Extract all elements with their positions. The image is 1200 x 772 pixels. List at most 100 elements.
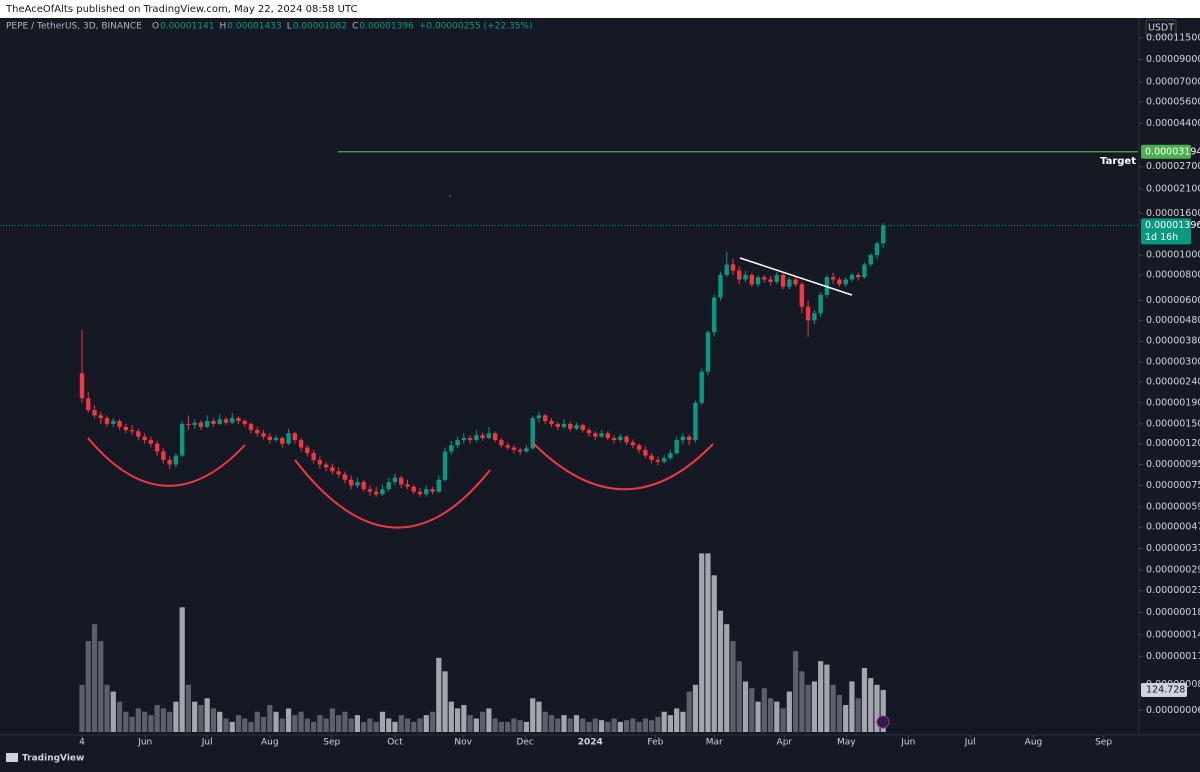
volume-bar (505, 721, 511, 732)
candle-body (117, 420, 122, 427)
candle-body (179, 423, 185, 456)
volume-bar (692, 684, 699, 732)
candle-body (762, 277, 767, 280)
volume-bar (448, 701, 454, 732)
candle-body (417, 491, 423, 495)
volume-bar (730, 641, 736, 732)
volume-bar (561, 715, 567, 732)
candle-body (818, 294, 823, 314)
volume-bar (461, 705, 467, 732)
y-tick-label: 0.00000095 (1146, 459, 1200, 470)
y-tick-label: 0.00004400 (1146, 118, 1200, 129)
volume-bar (123, 711, 129, 732)
y-tick-label: 0.00005600 (1146, 96, 1200, 107)
volume-bar (530, 698, 536, 732)
volume-bar (367, 718, 373, 732)
x-tick-label: Sep (1095, 738, 1112, 748)
volume-bar (480, 711, 486, 732)
volume-bar (655, 716, 661, 732)
volume-bar (354, 715, 361, 732)
candle-body (536, 415, 542, 419)
y-tick-label: 0.00000380 (1146, 336, 1200, 347)
trendline-drawing (739, 257, 853, 296)
volume-bar (104, 684, 110, 732)
candle-body (749, 274, 754, 285)
candle-body (192, 422, 197, 426)
candle-body (830, 277, 836, 280)
cup-drawing (87, 437, 246, 487)
volume-bar (348, 718, 354, 732)
candle-body (342, 474, 348, 480)
y-tick-label: 0.00000029 (1146, 565, 1200, 576)
header-bar (0, 0, 1200, 18)
candle-body (724, 264, 729, 275)
volume-bar (167, 711, 173, 732)
y-tick-label: 0.00001600 (1146, 208, 1200, 219)
logo: TradingView (6, 753, 84, 764)
cup-drawing (294, 459, 491, 529)
volume-bar (567, 718, 573, 732)
volume-bar (511, 718, 517, 732)
volume-bar (204, 698, 210, 732)
volume-bar (154, 705, 160, 732)
candle-body (142, 436, 147, 441)
last-price-label: 0.00001396 (1145, 220, 1200, 231)
candle-body (668, 453, 673, 459)
y-tick-label: 0.00000037 (1146, 543, 1200, 554)
volume-label-box (1141, 682, 1187, 697)
candle-body (549, 420, 554, 424)
volume-bar (849, 681, 855, 732)
candle-body (580, 425, 585, 431)
legend-key: O (152, 22, 159, 32)
candle-body (430, 489, 435, 492)
x-tick-label: 2024 (578, 738, 603, 748)
candle-body (161, 451, 166, 460)
candle-body (693, 402, 698, 441)
volume-bar (267, 705, 273, 732)
volume-bar (98, 641, 104, 732)
volume-bar (229, 721, 235, 732)
candle-body (574, 425, 579, 429)
legend-key: H (220, 22, 227, 32)
volume-bar (260, 716, 267, 732)
volume-bar (217, 711, 223, 732)
volume-bar (398, 715, 404, 732)
candle-body (411, 486, 416, 492)
y-tick-label: 0.00000059 (1146, 501, 1200, 512)
volume-bar (880, 689, 886, 732)
volume-bar (210, 708, 217, 732)
volume-bar (279, 718, 285, 732)
volume-bar (442, 671, 448, 732)
candle-body (849, 274, 855, 280)
currency-box[interactable] (1145, 19, 1177, 37)
volume-bar (699, 553, 705, 732)
candle-body (474, 435, 479, 441)
candle-body (273, 437, 279, 441)
y-tick-label: 0.00000600 (1146, 295, 1200, 306)
candle-body (743, 274, 748, 280)
volume-bar (680, 711, 686, 732)
y-tick-label: 0.00002700 (1146, 161, 1200, 172)
candle-body (624, 436, 629, 443)
candle-body (755, 277, 761, 285)
volume-bar (192, 701, 198, 732)
candle-body (586, 430, 592, 434)
volume-bar (611, 718, 617, 732)
volume-bar (329, 708, 335, 732)
target-price-box (1141, 144, 1191, 159)
event-icon[interactable] (876, 715, 890, 729)
candle-body (599, 433, 604, 437)
candle-body (505, 445, 510, 448)
volume-bar (786, 691, 792, 732)
candle-body (555, 423, 560, 427)
logo-text: TradingView (22, 754, 84, 764)
candle-body (292, 433, 298, 441)
candle-body (436, 479, 441, 492)
volume-bar (605, 721, 611, 732)
y-tick-label: 0.00000800 (1146, 269, 1200, 280)
candle-body (480, 435, 485, 438)
volume-bar (555, 718, 561, 732)
x-tick-label: Jul (201, 738, 213, 748)
candle-body (129, 430, 135, 432)
